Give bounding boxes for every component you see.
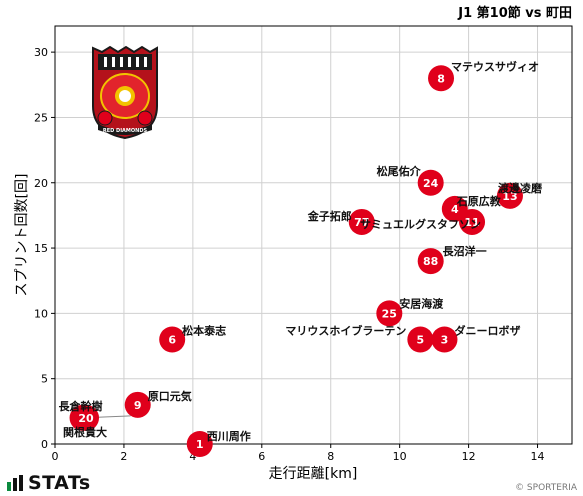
plot-frame [54,25,573,445]
urawa-reds-emblem: RED DIAMONDS [92,45,158,140]
point-number: 11 [464,216,479,229]
stats-brand: STATs [28,472,91,494]
y-axis-label: スプリント回数[回] [14,174,30,297]
copyright-text: © SPORTERIA [515,483,577,493]
x-tick-label: 8 [327,450,334,463]
point-marker [428,65,455,92]
bar-chart-icon [7,475,23,491]
point-number: 6 [168,334,176,347]
point-marker [417,169,444,196]
x-tick-label: 0 [52,450,59,463]
x-tick-label: 2 [120,450,127,463]
x-tick-label: 4 [189,450,196,463]
point-marker [159,326,186,353]
point-number: 25 [382,307,397,320]
x-axis-ticks: 0 2 4 6 8 10 12 14 [52,444,545,463]
data-points: 82413411778825536914201 [69,65,523,457]
point-marker [186,431,213,457]
point-label: 石原広教 [456,194,502,208]
x-tick-label: 6 [258,450,265,463]
point-marker [124,391,151,418]
point-number: 13 [502,190,517,203]
point-label: マリウスホイブラーテン [285,324,406,338]
point-label: サミュエルグスタフソン [360,217,481,231]
point-label: 松尾佑介 [377,164,422,178]
point-number: 88 [423,255,438,268]
point-label: 長沼洋一 [443,244,487,258]
grid-lines [54,26,572,445]
point-label: 松本泰志 [182,324,226,338]
point-label: ダニーロボザ [454,324,520,338]
point-marker [348,208,375,235]
point-number: 3 [441,334,449,347]
point-number: 1 [196,438,204,451]
point-number: 24 [423,177,439,190]
point-marker [496,182,523,209]
point-marker [431,326,458,353]
point-number: 5 [417,334,425,347]
point-label: 関根貴大 [63,425,107,439]
point-marker [459,208,486,235]
point-marker [417,248,444,275]
point-marker [407,326,434,353]
y-tick-label: 30 [34,46,48,59]
point-label: 安居海渡 [399,296,444,310]
y-tick-label: 5 [41,373,48,386]
y-axis-ticks: 0 5 10 15 20 25 30 [34,46,55,451]
point-marker [376,300,403,327]
y-tick-label: 25 [34,111,48,124]
svg-text:RED DIAMONDS: RED DIAMONDS [103,128,148,134]
chart-title: J1 第10節 vs 町田 [457,5,572,21]
stats-logo: STATs [6,472,91,494]
y-tick-label: 15 [34,242,48,255]
point-label: マテウスサヴィオ [451,59,539,73]
y-tick-label: 10 [34,307,48,320]
point-number: 77 [354,216,369,229]
y-tick-label: 20 [34,177,48,190]
point-marker [73,404,100,431]
x-axis-label: 走行距離[km] [269,465,358,482]
point-number: 9 [134,399,142,412]
x-tick-label: 12 [462,450,476,463]
x-tick-label: 10 [393,450,407,463]
point-labels: マテウスサヴィオ松尾佑介渡邊凌磨石原広教サミュエルグスタフソン金子拓郎長沼洋一安… [59,59,543,443]
y-tick-label: 0 [41,438,48,451]
point-label: 原口元気 [148,389,192,403]
point-label: 西川周作 [207,429,251,443]
point-label: 金子拓郎 [307,209,352,223]
point-label: 長倉幹樹 [59,399,103,413]
point-number: 4 [451,203,459,216]
point-number: 20 [78,412,94,425]
point-label: 渡邊凌磨 [498,181,543,195]
point-number: 8 [437,72,445,85]
x-tick-label: 14 [531,450,545,463]
